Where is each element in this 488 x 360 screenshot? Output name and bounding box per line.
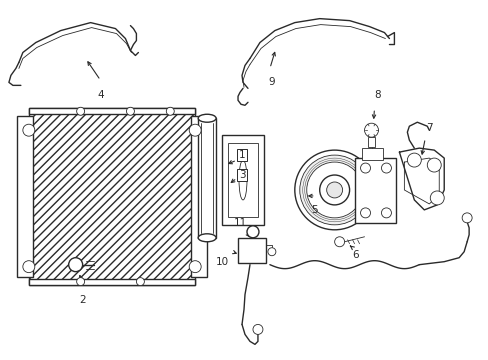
Circle shape xyxy=(429,191,443,205)
Ellipse shape xyxy=(198,234,216,242)
Bar xyxy=(29,108,195,285)
Text: 4: 4 xyxy=(97,90,103,100)
Circle shape xyxy=(294,150,374,230)
Circle shape xyxy=(166,107,174,115)
Text: 2: 2 xyxy=(79,294,86,305)
Text: 1: 1 xyxy=(238,150,245,160)
Circle shape xyxy=(360,163,370,173)
Circle shape xyxy=(381,163,390,173)
Text: 5: 5 xyxy=(311,205,317,215)
Circle shape xyxy=(326,182,342,198)
Bar xyxy=(29,279,195,285)
Circle shape xyxy=(427,158,440,172)
Circle shape xyxy=(77,107,84,115)
Circle shape xyxy=(189,124,201,136)
Bar xyxy=(367,137,375,147)
Text: 8: 8 xyxy=(373,90,380,100)
Circle shape xyxy=(360,208,370,218)
Bar xyxy=(227,143,258,217)
Circle shape xyxy=(334,237,344,247)
Bar xyxy=(361,148,383,160)
Circle shape xyxy=(461,213,471,223)
Bar xyxy=(238,238,265,263)
Text: 7: 7 xyxy=(425,123,432,133)
Bar xyxy=(222,135,264,225)
Bar xyxy=(354,158,396,223)
Bar xyxy=(191,116,207,276)
Circle shape xyxy=(23,124,35,136)
Text: 3: 3 xyxy=(238,170,245,180)
Circle shape xyxy=(381,208,390,218)
Bar xyxy=(29,108,195,114)
Circle shape xyxy=(364,123,378,137)
Text: 9: 9 xyxy=(268,77,275,87)
Ellipse shape xyxy=(198,114,216,122)
Bar xyxy=(17,116,33,276)
Text: 6: 6 xyxy=(351,250,358,260)
Circle shape xyxy=(23,261,35,273)
Circle shape xyxy=(126,107,134,115)
Circle shape xyxy=(306,162,362,218)
Circle shape xyxy=(319,175,349,205)
Circle shape xyxy=(68,258,82,272)
Circle shape xyxy=(299,155,369,225)
Bar xyxy=(248,228,256,234)
Circle shape xyxy=(77,278,84,285)
Circle shape xyxy=(246,226,259,238)
Circle shape xyxy=(136,278,144,285)
Circle shape xyxy=(189,261,201,273)
Circle shape xyxy=(407,153,421,167)
Bar xyxy=(198,118,216,238)
Text: 11: 11 xyxy=(233,218,246,228)
Text: 10: 10 xyxy=(215,257,228,267)
Ellipse shape xyxy=(239,160,246,200)
Circle shape xyxy=(252,324,263,334)
Circle shape xyxy=(267,248,275,256)
